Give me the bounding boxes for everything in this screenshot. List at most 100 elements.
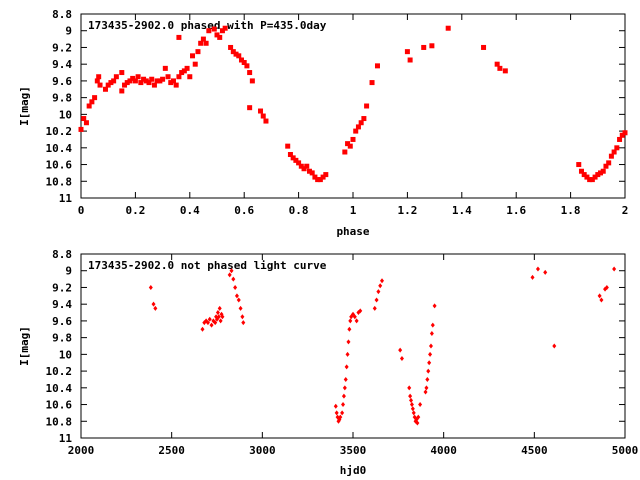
- unphased-data-point: [231, 276, 236, 282]
- phased-data-point: [122, 82, 128, 88]
- phased-data-point: [595, 172, 601, 178]
- unphased-data-point: [432, 303, 437, 309]
- unphased-data-point: [236, 297, 241, 303]
- phased-data-point: [258, 108, 264, 114]
- phased-data-point: [576, 162, 582, 168]
- unphased-data-point: [398, 347, 403, 353]
- phased-y-tick-label: 10: [59, 108, 72, 121]
- unphased-data-point: [429, 330, 434, 336]
- unphased-data-point: [345, 351, 350, 357]
- phased-data-point: [198, 40, 204, 46]
- phased-data-point: [200, 36, 206, 42]
- unphased-data-point: [408, 393, 413, 399]
- phased-data-point: [130, 75, 136, 81]
- phased-data-point: [350, 136, 356, 142]
- unphased-data-point: [334, 410, 339, 416]
- phased-data-point: [190, 53, 196, 59]
- phased-data-point: [323, 172, 329, 178]
- unphased-data-point: [380, 278, 385, 284]
- phased-data-point: [617, 136, 623, 142]
- phased-data-point: [141, 76, 147, 82]
- unphased-data-point: [215, 310, 220, 316]
- phased-data-point: [301, 166, 307, 172]
- phased-data-point: [135, 74, 141, 80]
- phased-data-point: [342, 149, 348, 155]
- phased-data-point: [358, 120, 364, 126]
- unphased-data-point: [358, 308, 363, 314]
- phased-data-point: [181, 68, 187, 74]
- unphased-data-point: [348, 318, 353, 324]
- phased-data-point: [355, 124, 361, 130]
- unphased-x-tick-label: 2000: [68, 444, 95, 457]
- phased-data-point: [249, 78, 255, 84]
- phased-data-point: [132, 78, 138, 84]
- phased-x-tick-label: 1.4: [452, 204, 472, 217]
- unphased-data-point: [409, 397, 414, 403]
- unphased-data-point: [597, 293, 602, 299]
- unphased-data-point: [376, 289, 381, 295]
- phased-data-point: [162, 65, 168, 71]
- phased-data-point: [214, 32, 220, 38]
- phased-data-point: [105, 82, 111, 88]
- phased-data-point: [176, 34, 182, 40]
- unphased-data-point: [599, 297, 604, 303]
- phased-data-point: [497, 65, 503, 71]
- unphased-data-point: [227, 272, 232, 278]
- unphased-data-points: [148, 266, 617, 426]
- phased-x-tick-label: 0.4: [180, 204, 200, 217]
- unphased-y-tick-label: 9.4: [52, 298, 72, 311]
- unphased-y-tick-label: 9: [65, 265, 72, 278]
- phased-data-point: [219, 28, 225, 34]
- phased-data-point: [168, 80, 174, 86]
- phased-y-tick-label: 9.2: [52, 41, 72, 54]
- phased-data-point: [143, 78, 149, 84]
- phased-x-tick-label: 0.2: [125, 204, 145, 217]
- unphased-data-point: [148, 284, 153, 290]
- phased-data-point: [296, 160, 302, 166]
- phased-data-point: [309, 170, 315, 176]
- unphased-data-point: [411, 410, 416, 416]
- phased-data-point: [230, 49, 236, 55]
- unphased-x-tick-label: 4500: [521, 444, 548, 457]
- phased-data-point: [149, 76, 155, 82]
- phased-x-tick-label: 0.6: [234, 204, 254, 217]
- unphased-data-point: [229, 268, 234, 274]
- phased-data-point: [236, 53, 242, 59]
- phased-data-point: [170, 78, 176, 84]
- phased-data-point: [481, 44, 487, 50]
- phased-data-point: [179, 70, 185, 76]
- phased-data-point: [146, 80, 152, 86]
- phased-data-point: [374, 63, 380, 69]
- unphased-data-point: [151, 301, 156, 307]
- phased-plot-frame: [80, 13, 626, 199]
- unphased-data-point: [346, 339, 351, 345]
- unphased-data-point: [347, 326, 352, 332]
- phased-data-point: [614, 145, 620, 151]
- phased-data-point: [173, 82, 179, 88]
- unphased-y-axis-label: I[mag]: [18, 326, 31, 366]
- phased-data-point: [578, 168, 584, 174]
- unphased-data-point: [424, 385, 429, 391]
- phased-data-point: [244, 63, 250, 69]
- unphased-data-point: [423, 389, 428, 395]
- unphased-y-tick-label: 9.8: [52, 332, 72, 345]
- unphased-data-point: [340, 410, 345, 416]
- unphased-data-point: [338, 414, 343, 420]
- phased-y-tick-label: 9: [65, 25, 72, 38]
- unphased-data-point: [378, 283, 383, 289]
- phased-data-point: [102, 86, 108, 92]
- phased-data-point: [195, 49, 201, 55]
- unphased-data-point: [233, 284, 238, 290]
- unphased-data-point: [342, 385, 347, 391]
- phased-data-point: [233, 51, 239, 57]
- phased-data-point: [611, 149, 617, 155]
- phased-data-point: [320, 174, 326, 180]
- phased-data-point: [369, 80, 375, 86]
- unphased-data-point: [354, 318, 359, 324]
- unphased-data-point: [416, 414, 421, 420]
- unphased-data-point: [430, 322, 435, 328]
- unphased-data-point: [241, 320, 246, 326]
- unphased-x-tick-label: 3500: [340, 444, 367, 457]
- unphased-data-point: [372, 305, 377, 311]
- phased-chart-title: 173435-2902.0 phased with P=435.0day: [88, 19, 327, 32]
